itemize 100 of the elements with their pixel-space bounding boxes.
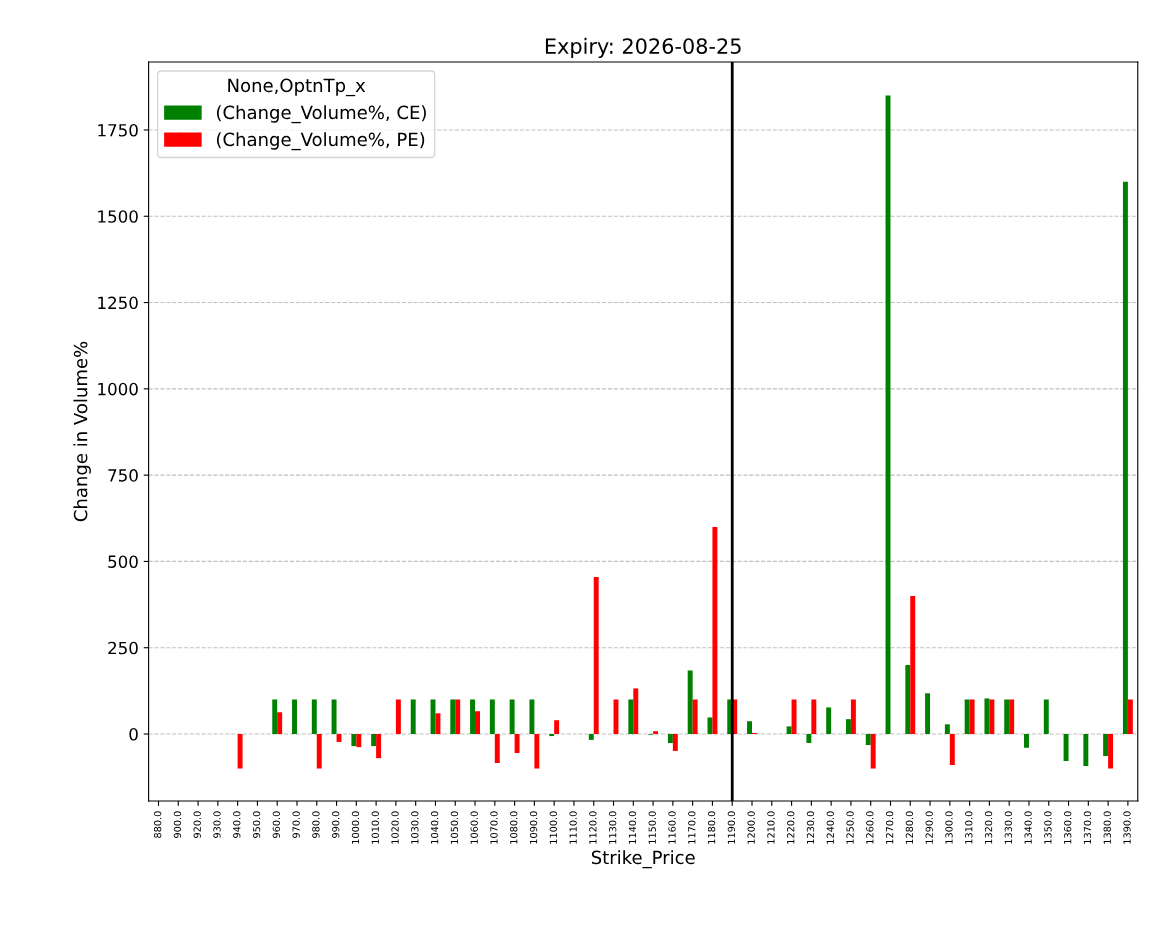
y-tick-label: 0 xyxy=(129,727,138,741)
x-tick-label: 1220.0 xyxy=(787,811,795,844)
bar xyxy=(850,699,856,735)
bar xyxy=(905,664,911,735)
x-tick-label: 1210.0 xyxy=(767,811,775,844)
x-tick-label: 1140.0 xyxy=(628,811,637,844)
bar xyxy=(712,526,718,735)
bar xyxy=(455,699,461,735)
bar xyxy=(395,699,401,735)
bar xyxy=(826,707,832,735)
x-tick-label: 1200.0 xyxy=(747,811,755,844)
x-tick-label: 1150.0 xyxy=(648,811,656,844)
x-tick-label: 1050.0 xyxy=(450,811,459,844)
bar xyxy=(514,734,520,753)
y-tick-label: 750 xyxy=(108,469,138,482)
x-tick-label: 1060.0 xyxy=(470,811,478,844)
x-tick-label: 1330.0 xyxy=(1004,811,1013,844)
bar xyxy=(470,699,476,735)
bar xyxy=(786,726,792,735)
x-tick-label: 1370.0 xyxy=(1083,811,1092,844)
bar xyxy=(494,734,500,763)
bar xyxy=(791,699,797,735)
x-tick-label: 950.0 xyxy=(252,811,261,838)
x-tick-label: 1120.0 xyxy=(589,811,597,844)
x-tick-label: 930.0 xyxy=(213,811,221,838)
x-tick-label: 1180.0 xyxy=(707,811,716,844)
x-tick-label: 1080.0 xyxy=(510,811,518,844)
chart-title: Expiry: 2026-08-25 xyxy=(545,37,741,58)
x-tick-label: 1170.0 xyxy=(688,811,696,844)
bar xyxy=(534,734,540,769)
bar xyxy=(811,699,817,735)
bar xyxy=(371,734,377,747)
bar xyxy=(692,699,698,735)
x-tick-label: 1070.0 xyxy=(490,811,498,844)
bar xyxy=(870,734,876,769)
bar xyxy=(989,699,995,735)
bar xyxy=(1009,699,1015,735)
y-tick-label: 500 xyxy=(108,555,138,568)
x-tick-label: 1270.0 xyxy=(885,811,894,844)
bar xyxy=(628,699,634,735)
bar xyxy=(356,734,362,748)
bar xyxy=(672,734,678,751)
bar xyxy=(593,576,599,735)
bar xyxy=(984,698,990,735)
x-tick-label: 1300.0 xyxy=(945,811,953,844)
bar xyxy=(845,719,851,735)
x-tick-label: 1230.0 xyxy=(806,811,815,844)
bar xyxy=(509,699,515,735)
x-tick-label: 1130.0 xyxy=(608,811,617,844)
y-tick-label: 1500 xyxy=(98,210,138,223)
x-tick-label: 1160.0 xyxy=(668,811,676,844)
x-tick-label: 1000.0 xyxy=(351,811,360,844)
x-tick-label: 1250.0 xyxy=(846,811,854,844)
x-tick-label: 1110.0 xyxy=(569,811,577,844)
y-tick-label: 250 xyxy=(108,641,138,655)
bar xyxy=(806,734,812,743)
legend-label: (Change_Volume%, CE) xyxy=(216,105,426,124)
x-axis-title: Strike_Price xyxy=(591,850,695,869)
x-tick-label: 1280.0 xyxy=(905,811,914,844)
bar xyxy=(910,595,916,735)
x-tick-label: 1040.0 xyxy=(430,811,439,844)
bar xyxy=(311,699,317,735)
x-tick-label: 1010.0 xyxy=(371,811,379,844)
bar xyxy=(944,724,950,735)
x-tick-label: 1290.0 xyxy=(925,811,933,844)
x-tick-label: 1240.0 xyxy=(826,811,834,844)
x-tick-label: 980.0 xyxy=(312,811,320,838)
bar xyxy=(969,699,975,735)
x-tick-label: 1100.0 xyxy=(549,811,557,844)
bar xyxy=(277,712,283,735)
bar xyxy=(549,734,555,737)
bar xyxy=(1108,734,1114,769)
bar xyxy=(1024,734,1029,748)
bar xyxy=(588,734,594,740)
bar xyxy=(1043,699,1049,735)
bar xyxy=(687,670,693,735)
bar xyxy=(707,717,713,735)
bar xyxy=(1083,734,1089,767)
x-tick-label: 900.0 xyxy=(173,811,182,838)
bar xyxy=(1103,734,1109,757)
bar xyxy=(747,721,752,735)
y-tick-label: 1000 xyxy=(98,382,138,396)
bar xyxy=(410,699,416,735)
legend-title: None,OptnTp_x xyxy=(228,78,366,97)
bar xyxy=(489,699,495,735)
bar xyxy=(1004,699,1010,735)
bar xyxy=(949,734,955,766)
x-tick-label: 1340.0 xyxy=(1024,811,1032,844)
x-tick-label: 1310.0 xyxy=(965,811,973,844)
x-tick-label: 880.0 xyxy=(153,811,162,838)
x-tick-label: 960.0 xyxy=(272,811,281,838)
legend-label: (Change_Volume%, PE) xyxy=(216,132,425,151)
x-tick-label: 920.0 xyxy=(193,811,201,838)
bar xyxy=(272,699,278,735)
x-tick-label: 1190.0 xyxy=(727,811,736,844)
bar xyxy=(667,734,673,743)
x-tick-label: 1380.0 xyxy=(1103,811,1111,844)
bar xyxy=(316,734,322,769)
y-axis-title: Change in Volume% xyxy=(73,341,91,522)
x-tick-label: 1320.0 xyxy=(984,811,993,844)
